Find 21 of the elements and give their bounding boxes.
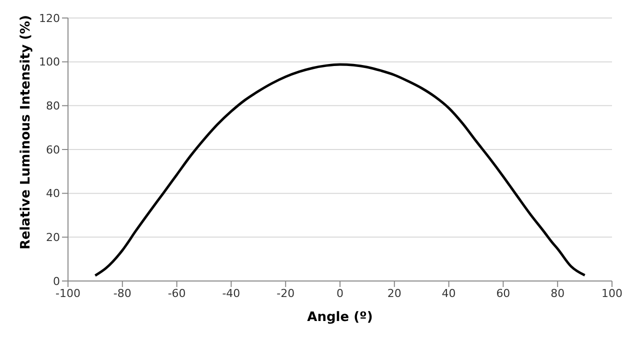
x-tick-label: 80: [550, 286, 565, 300]
y-tick-label: 120: [39, 12, 60, 25]
y-tick-label: 80: [46, 100, 60, 113]
line-series: [94, 63, 586, 277]
x-axis-title: Angle (º): [307, 310, 373, 325]
x-tick-label: -60: [168, 286, 186, 300]
y-tick-label: 40: [46, 187, 60, 200]
y-tick-label: 0: [53, 274, 60, 288]
x-tick-label: -80: [113, 286, 132, 300]
y-axis-title: Relative Luminous Intensity (%): [18, 15, 34, 250]
x-tick-label: 60: [496, 286, 510, 300]
x-tick-label: 0: [336, 286, 344, 300]
y-tick-label: 100: [39, 56, 60, 69]
x-tick-label: 20: [387, 286, 402, 300]
x-tick-label: -40: [222, 286, 240, 300]
x-tick-label: -100: [56, 286, 80, 300]
x-tick-label: 40: [442, 286, 456, 300]
y-tick-label: 20: [46, 231, 60, 244]
x-tick-label: -20: [276, 286, 295, 300]
x-tick-label: 100: [602, 286, 622, 300]
y-tick-label: 60: [46, 143, 60, 156]
